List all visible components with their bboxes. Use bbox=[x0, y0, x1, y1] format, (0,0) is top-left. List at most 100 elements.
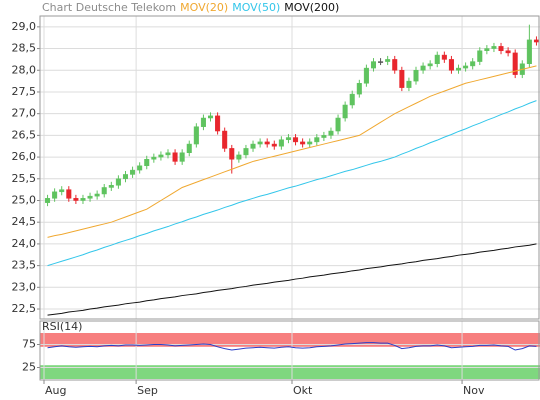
candle-body bbox=[271, 143, 277, 147]
legend-entry: MOV(50) bbox=[232, 1, 280, 14]
candle-body bbox=[52, 191, 58, 199]
candle-body bbox=[285, 137, 291, 140]
candle-body bbox=[130, 169, 136, 175]
candle-body bbox=[378, 61, 384, 63]
plot-frame bbox=[39, 15, 540, 320]
candle-body bbox=[385, 59, 391, 62]
candle-body bbox=[491, 46, 497, 49]
y-tick-label: 25,0 bbox=[12, 193, 37, 206]
candle-body bbox=[200, 117, 206, 127]
candle-body bbox=[257, 141, 263, 145]
y-tick-label: 28,5 bbox=[12, 42, 37, 55]
candle-body bbox=[392, 59, 398, 71]
x-tick-label: Aug bbox=[45, 384, 66, 397]
candle-body bbox=[477, 50, 483, 62]
candle-body bbox=[484, 48, 490, 51]
series-line bbox=[47, 65, 537, 238]
candle-body bbox=[165, 152, 171, 156]
candle-body bbox=[448, 59, 454, 71]
candle-body bbox=[87, 195, 93, 199]
candle-body bbox=[229, 148, 235, 160]
y-tick-label: 75 bbox=[22, 338, 36, 351]
candle-body bbox=[94, 193, 100, 197]
candle-body bbox=[441, 54, 447, 60]
candle-body bbox=[101, 187, 107, 195]
x-tick-label: Okt bbox=[293, 384, 313, 397]
y-tick-label: 25 bbox=[22, 361, 36, 374]
candle-body bbox=[342, 104, 348, 119]
candle-body bbox=[406, 80, 412, 88]
plot-frame bbox=[39, 320, 540, 381]
candle-body bbox=[356, 83, 362, 95]
candle-body bbox=[186, 143, 192, 153]
series-line bbox=[47, 100, 537, 267]
candle-body bbox=[243, 148, 249, 156]
candle-body bbox=[349, 93, 355, 106]
y-tick-label: 22,5 bbox=[12, 302, 37, 315]
candle-body bbox=[108, 185, 114, 188]
candle-body bbox=[151, 156, 157, 160]
candle-body bbox=[250, 143, 256, 149]
candle-body bbox=[222, 130, 228, 149]
legend-entry: MOV(20) bbox=[180, 1, 228, 14]
candle-body bbox=[236, 154, 242, 160]
candle-body bbox=[533, 39, 539, 43]
candle-body bbox=[80, 198, 86, 201]
candle-body bbox=[264, 141, 270, 145]
candle-body bbox=[363, 67, 369, 84]
candle-body bbox=[463, 65, 469, 69]
chart-title: Chart Deutsche Telekom bbox=[42, 1, 176, 14]
candle-body bbox=[115, 178, 121, 186]
y-tick-label: 26,0 bbox=[12, 150, 37, 163]
y-tick-label: 24,0 bbox=[12, 237, 37, 250]
candle-body bbox=[420, 65, 426, 71]
y-tick-label: 23,5 bbox=[12, 259, 37, 272]
candle-body bbox=[137, 165, 143, 171]
candle-body bbox=[512, 52, 518, 75]
y-tick-label: 25,5 bbox=[12, 172, 37, 185]
y-tick-label: 28,0 bbox=[12, 63, 37, 76]
candle-body bbox=[215, 115, 221, 132]
candle-body bbox=[293, 137, 299, 143]
candle-body bbox=[207, 115, 214, 119]
candle-body bbox=[399, 70, 405, 88]
candle-body bbox=[158, 154, 164, 158]
y-tick-label: 27,5 bbox=[12, 85, 37, 98]
candle-body bbox=[193, 126, 199, 145]
series-line bbox=[47, 243, 537, 316]
candle-body bbox=[526, 39, 532, 65]
candle-body bbox=[314, 137, 320, 143]
candle-body bbox=[66, 189, 72, 199]
candle-body bbox=[321, 135, 327, 138]
rsi-band bbox=[40, 365, 540, 379]
candle-body bbox=[59, 189, 65, 193]
candle-body bbox=[413, 70, 419, 82]
legend-entry: MOV(200) bbox=[284, 1, 339, 14]
candle-body bbox=[73, 198, 79, 201]
candle-body bbox=[434, 54, 440, 65]
y-tick-label: 23,0 bbox=[12, 280, 37, 293]
series-line bbox=[47, 342, 537, 351]
candle-body bbox=[172, 152, 178, 162]
candle-body bbox=[335, 117, 341, 132]
candle-body bbox=[505, 50, 511, 54]
panels: 22,5 23,0 23,5 24,0 24,5 25,0 25,5 26,0 26,5 27,0… bbox=[12, 1, 540, 397]
x-tick-label: Sep bbox=[137, 384, 158, 397]
candle-body bbox=[498, 46, 504, 51]
candle-body bbox=[307, 141, 313, 145]
candle-body bbox=[278, 139, 284, 147]
y-tick-label: 24,5 bbox=[12, 215, 37, 228]
legend-entry: RSI(14) bbox=[42, 320, 82, 333]
rsi-band bbox=[40, 333, 540, 347]
y-tick-label: 27,0 bbox=[12, 107, 37, 120]
candle-body bbox=[300, 141, 306, 145]
candle-body bbox=[328, 130, 334, 136]
candle-body bbox=[455, 67, 462, 71]
candle-body bbox=[370, 61, 377, 69]
y-tick-label: 26,5 bbox=[12, 128, 37, 141]
candle-body bbox=[470, 61, 476, 67]
candle-body bbox=[45, 198, 51, 203]
candle-body bbox=[144, 159, 150, 167]
candle-body bbox=[179, 152, 185, 162]
